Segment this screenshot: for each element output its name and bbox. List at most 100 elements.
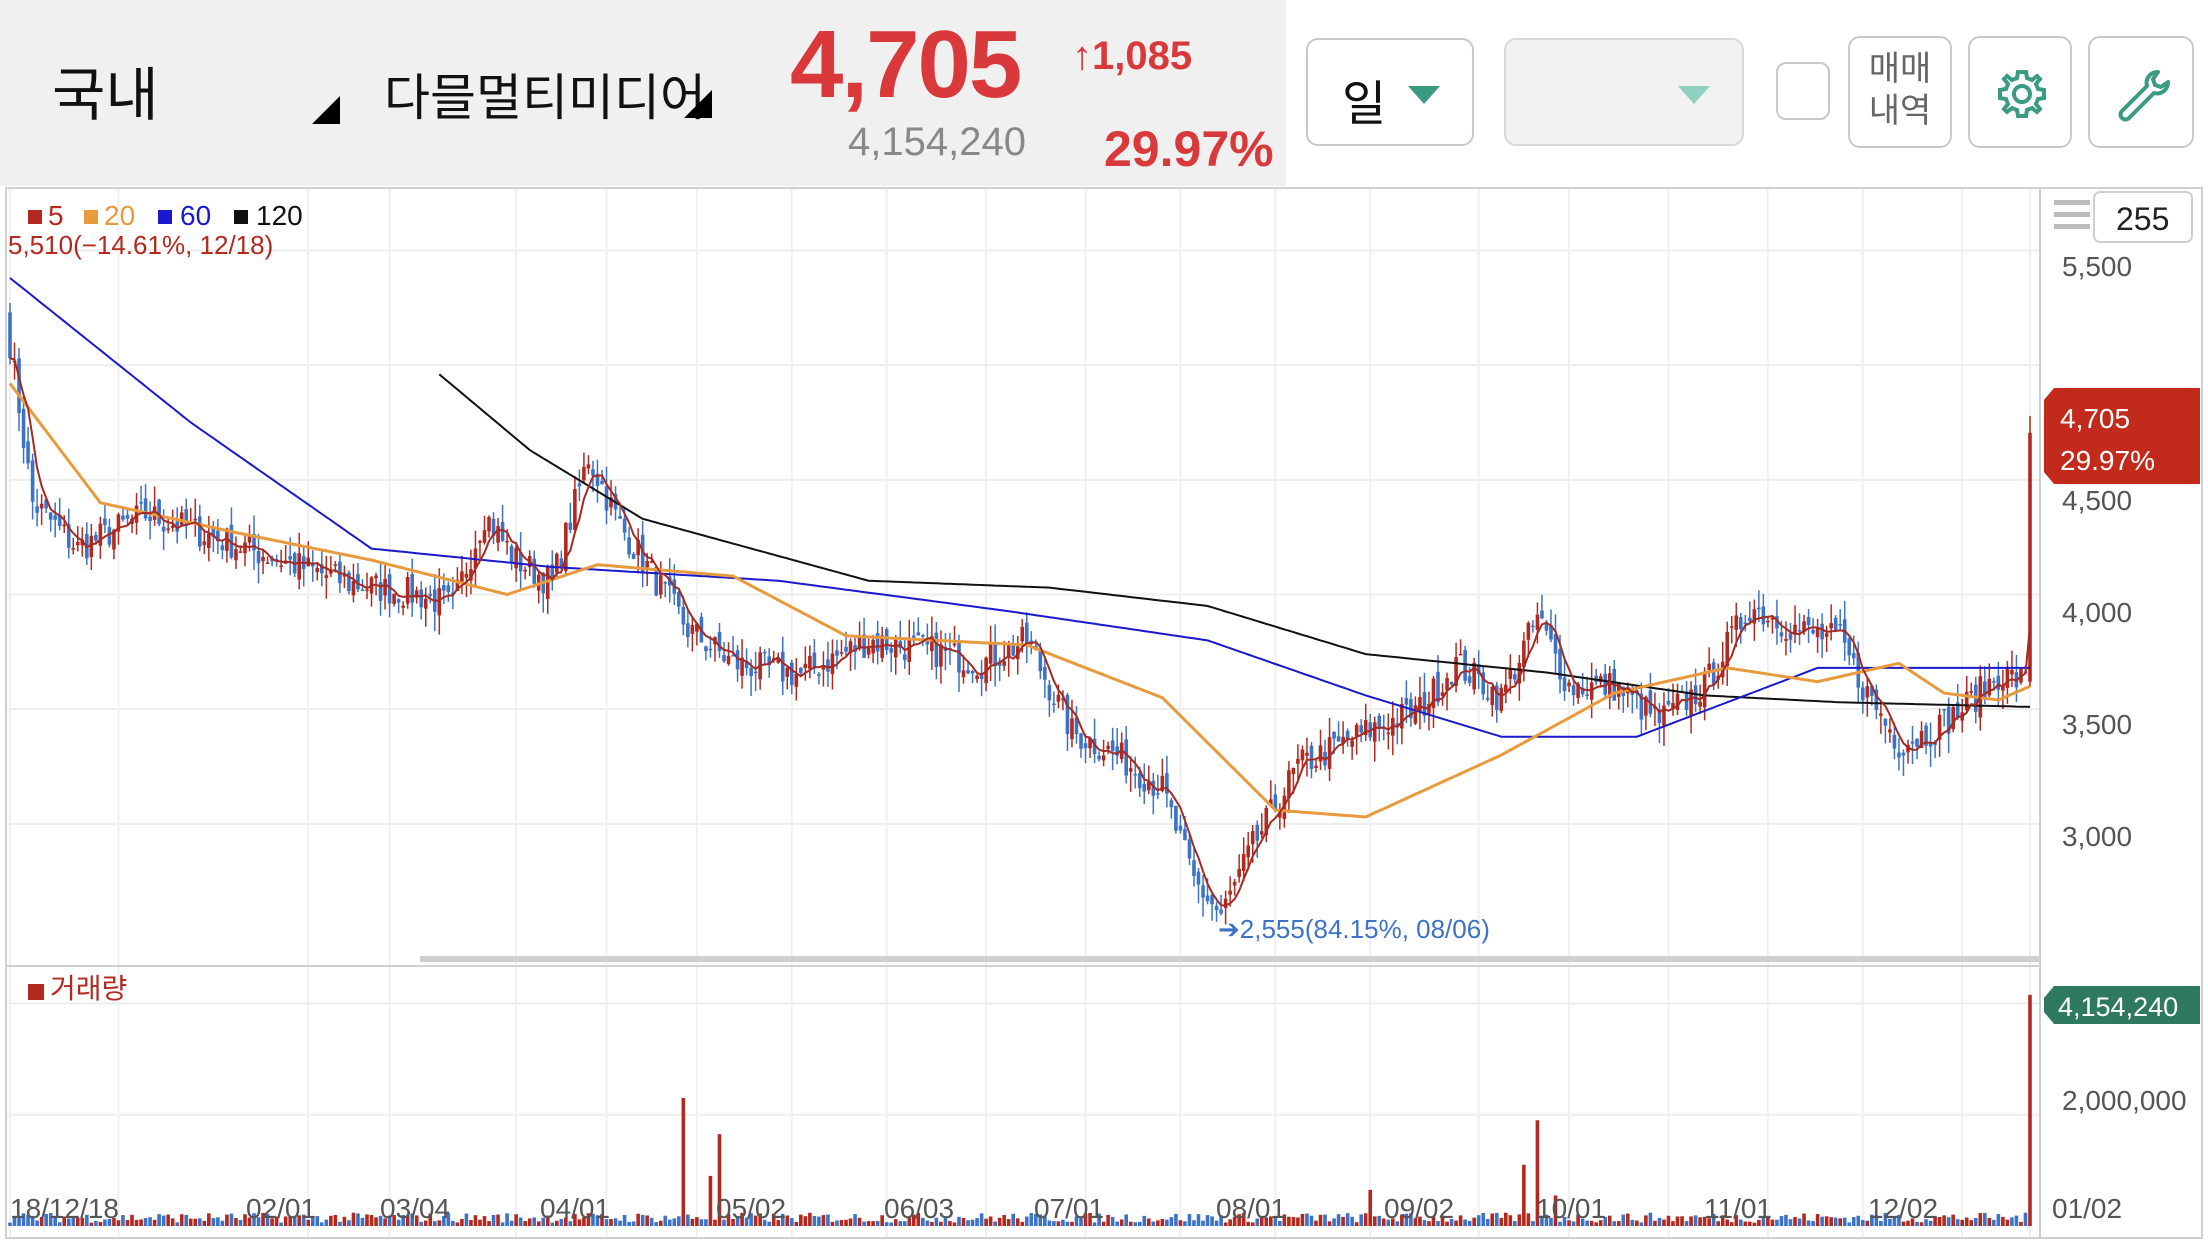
candle-body (374, 575, 378, 579)
volume-bar (862, 1221, 866, 1226)
ma-legend: 5 20 60 120 (28, 200, 303, 231)
volume-bar (1386, 1219, 1391, 1226)
volume-bar (835, 1220, 839, 1226)
volume-bar (550, 1222, 555, 1226)
candle-body (143, 498, 148, 519)
volume-bar (1422, 1220, 1427, 1226)
volume-bar (1779, 1215, 1784, 1226)
candle-body (220, 545, 225, 551)
stock-dropdown-icon[interactable] (684, 90, 712, 118)
candle-body (414, 590, 419, 598)
volume-bar (229, 1213, 234, 1226)
volume-bar (320, 1222, 324, 1226)
candle-body (1106, 745, 1110, 749)
volume-bar (1531, 1221, 1535, 1226)
candle-body (53, 515, 57, 520)
candle-body (970, 671, 975, 674)
candle-body (1006, 643, 1011, 657)
candle-body (767, 656, 771, 666)
volume-bar (1065, 1221, 1070, 1226)
volume-bar (1458, 1215, 1463, 1226)
volume-bar (419, 1221, 424, 1226)
volume-bar (1205, 1215, 1210, 1226)
candle-body (1725, 631, 1730, 667)
candle-body (1169, 800, 1174, 808)
candle-body (1056, 694, 1061, 702)
candle-body (17, 358, 21, 414)
volume-bar (125, 1219, 130, 1226)
volume-bar (1553, 1195, 1558, 1226)
candle-body (1024, 622, 1029, 643)
volume-bar (1354, 1222, 1359, 1226)
candle-body (681, 606, 686, 625)
volume-bar (112, 1218, 116, 1226)
volume-tick: 2,000,000 (2062, 1085, 2187, 1116)
volume-bar (1241, 1212, 1246, 1226)
candle-body (749, 667, 753, 677)
period-select[interactable]: 일 (1306, 38, 1474, 146)
volume-bar (442, 1215, 446, 1226)
volume-bar (555, 1220, 559, 1226)
volume-bar (695, 1217, 699, 1226)
volume-bar (1910, 1218, 1915, 1226)
volume-bar (1684, 1221, 1689, 1226)
volume-bar (667, 1219, 672, 1226)
market-dropdown-icon[interactable] (312, 96, 340, 124)
volume-bar (94, 1220, 98, 1226)
volume-bar (1522, 1164, 1526, 1226)
volume-bar (586, 1213, 591, 1226)
indicator-select[interactable] (1504, 38, 1744, 146)
candle-body (1503, 684, 1508, 693)
candle-body (848, 641, 853, 654)
candle-body (39, 503, 44, 509)
option-checkbox[interactable] (1776, 62, 1830, 120)
candle-body (744, 660, 749, 669)
volume-bar (1987, 1218, 1992, 1226)
count-input[interactable] (2093, 191, 2193, 243)
candle-body (812, 652, 817, 669)
tools-button[interactable] (2088, 36, 2194, 148)
volume-bar (1526, 1213, 1531, 1226)
volume-legend-label: 거래량 (50, 973, 127, 1004)
volume-bar (970, 1219, 975, 1226)
volume-bar (432, 1221, 437, 1226)
candle-body (1187, 839, 1192, 859)
candle-body (1250, 831, 1255, 845)
volume-bar (509, 1220, 514, 1226)
menu-icon[interactable] (2054, 200, 2090, 229)
candle-body (256, 550, 261, 564)
volume-bar (1404, 1213, 1409, 1226)
volume-bar (1598, 1220, 1603, 1226)
candle-body (988, 644, 993, 664)
volume-bar (880, 1215, 884, 1226)
volume-bar (175, 1222, 180, 1226)
candle-body (1128, 768, 1133, 772)
candle-body (1865, 686, 1870, 698)
volume-bar (1616, 1221, 1621, 1226)
volume-bar (333, 1214, 338, 1226)
volume-bar (658, 1220, 663, 1226)
settings-button[interactable] (1968, 36, 2072, 148)
volume-bar (568, 1221, 573, 1226)
candle-body (125, 514, 130, 519)
candle-body (1644, 696, 1648, 716)
volume-bar (1101, 1221, 1106, 1226)
candle-body (622, 518, 627, 533)
scrollbar[interactable] (420, 956, 2040, 962)
stock-name-selector[interactable]: 다믈멀티미디어 (384, 70, 706, 126)
candle-body (853, 645, 857, 652)
volume-bar (166, 1214, 170, 1226)
candle-body (401, 605, 405, 608)
volume-bar (464, 1213, 469, 1226)
volume-bar (817, 1216, 821, 1226)
trade-history-button[interactable]: 매매 내역 (1848, 36, 1952, 148)
candle-body (618, 516, 622, 519)
stock-chart[interactable]: 255 5 20 60 120 5,510(−14.61%, 12/18) ➔2… (0, 186, 2208, 1242)
candle-body (686, 623, 690, 637)
candle-body (1011, 645, 1016, 656)
candle-body (717, 632, 722, 652)
market-selector[interactable]: 국내 (52, 63, 159, 128)
volume-bar (1576, 1214, 1580, 1226)
candle-body (523, 569, 527, 572)
candle-body (1241, 854, 1246, 871)
